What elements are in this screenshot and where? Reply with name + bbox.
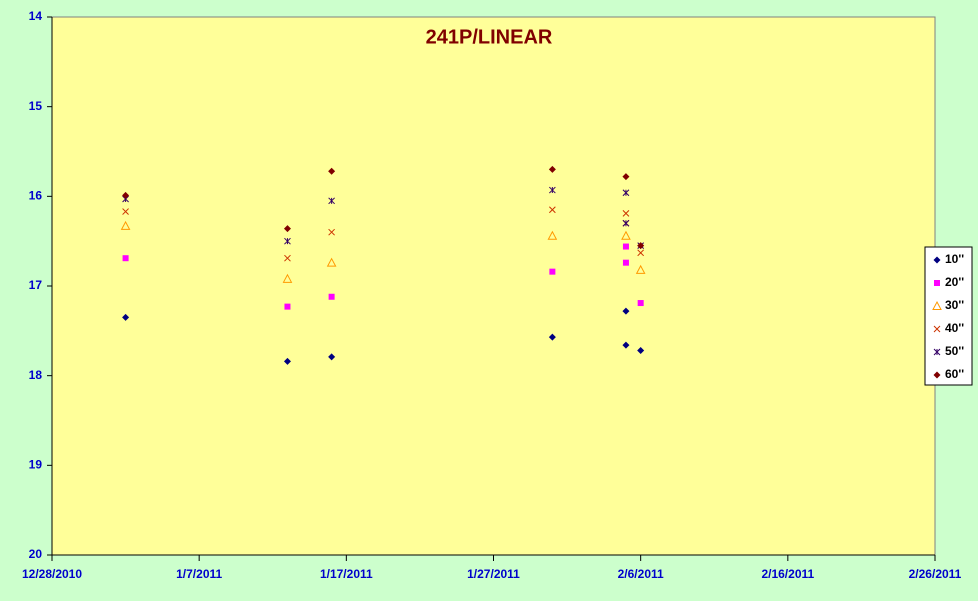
marker [637, 300, 644, 307]
marker [549, 206, 556, 214]
x-tick-label: 12/28/2010 [22, 567, 82, 581]
legend-label: 40'' [945, 321, 964, 335]
marker [328, 197, 335, 205]
marker [282, 273, 293, 283]
legend-label: 20'' [945, 275, 964, 289]
marker [637, 242, 645, 250]
marker [933, 256, 941, 264]
marker [549, 268, 556, 275]
marker [622, 341, 630, 349]
x-tick-label: 1/27/2011 [467, 567, 520, 581]
marker [548, 333, 556, 341]
legend-label: 30'' [945, 298, 964, 312]
y-tick-label: 15 [29, 99, 43, 113]
x-tick-label: 2/6/2011 [618, 567, 664, 581]
marker [283, 357, 291, 365]
marker [933, 325, 941, 333]
y-tick-label: 18 [29, 368, 43, 382]
marker [622, 219, 630, 227]
marker [328, 167, 336, 175]
marker [933, 371, 941, 379]
legend-label: 60'' [945, 367, 964, 381]
y-tick-label: 19 [29, 458, 43, 472]
plot-area [51, 16, 936, 556]
marker [284, 237, 291, 245]
x-tick-label: 1/17/2011 [320, 567, 373, 581]
marker [122, 191, 130, 199]
marker [622, 210, 630, 217]
legend-label: 10'' [945, 252, 964, 266]
x-tick-label: 1/7/2011 [176, 567, 222, 581]
marker [932, 300, 942, 310]
marker [548, 165, 556, 173]
marker [637, 249, 645, 257]
legend-label: 50'' [945, 344, 964, 358]
marker [635, 264, 646, 274]
legend [924, 246, 973, 386]
marker [283, 225, 291, 233]
marker [122, 255, 129, 262]
x-tick-label: 2/26/2011 [909, 567, 962, 581]
marker [637, 347, 645, 355]
x-tick-label: 2/16/2011 [761, 567, 814, 581]
marker [547, 230, 558, 240]
marker [328, 228, 335, 236]
marker [622, 189, 630, 197]
marker [120, 220, 131, 230]
y-tick-label: 16 [29, 189, 43, 203]
marker [284, 303, 291, 310]
marker [622, 307, 630, 315]
marker [328, 353, 336, 361]
marker [622, 259, 629, 266]
marker [549, 186, 556, 194]
y-tick-label: 17 [29, 278, 43, 292]
y-tick-label: 20 [29, 547, 43, 561]
marker [933, 348, 941, 356]
marker [284, 254, 291, 262]
marker [328, 293, 335, 300]
marker [621, 230, 631, 240]
marker [934, 280, 940, 286]
y-tick-label: 14 [29, 9, 43, 23]
marker [122, 208, 129, 215]
marker [622, 173, 630, 181]
marker [326, 257, 337, 267]
marker [622, 243, 629, 250]
marker [122, 313, 130, 321]
chart-title: 241P/LINEAR [426, 26, 553, 48]
